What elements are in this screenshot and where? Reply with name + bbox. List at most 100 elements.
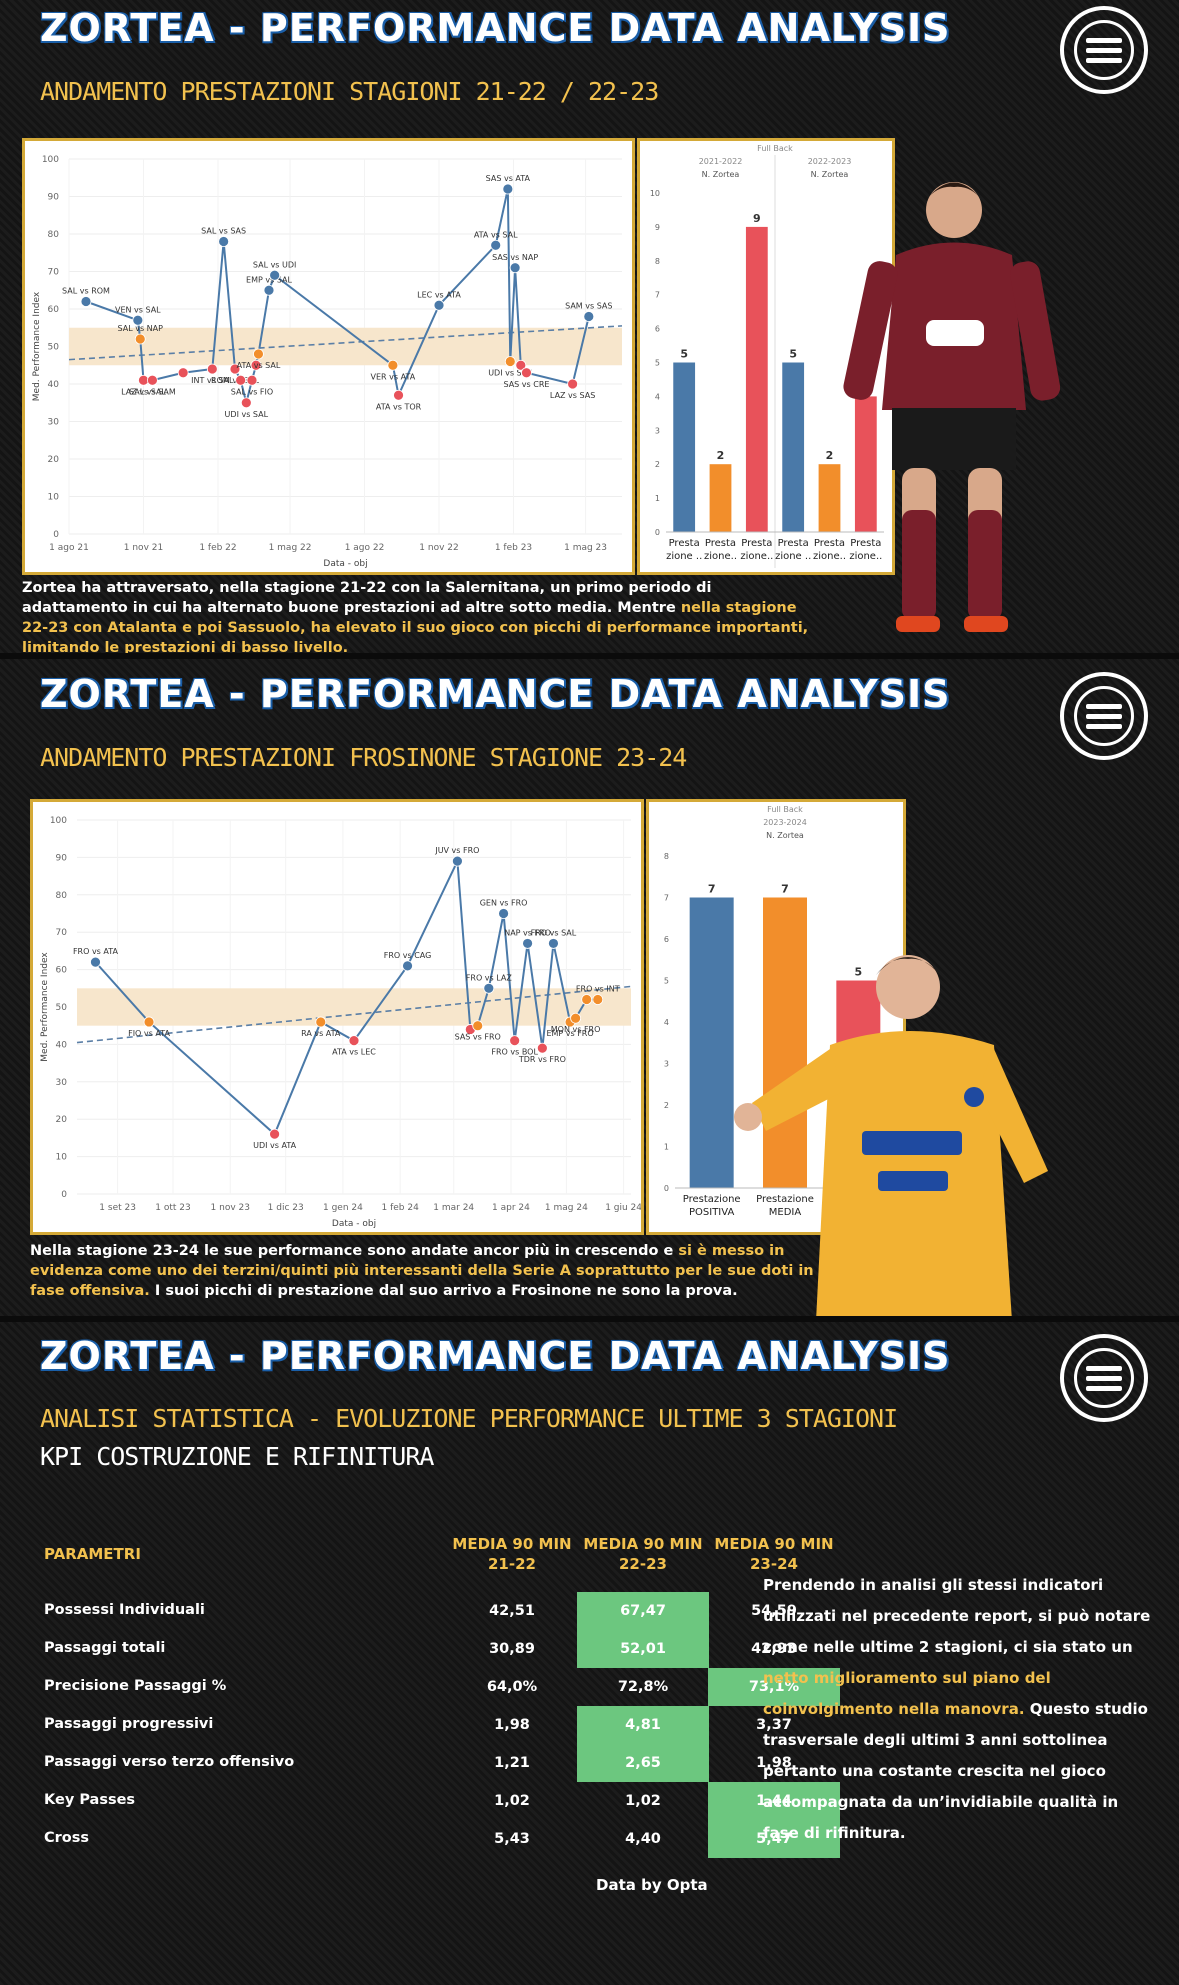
y-tick-label: 8: [655, 257, 660, 266]
category-label: zione..: [740, 551, 773, 562]
data-point[interactable]: [269, 269, 281, 281]
player-photo-frosinone: [734, 955, 1048, 1316]
x-tick-label: 1 nov 22: [419, 543, 458, 553]
point-label: TDR vs FRO: [518, 1055, 566, 1064]
point-label: SAM vs SAS: [565, 302, 612, 311]
data-point[interactable]: [269, 1128, 280, 1140]
data-point[interactable]: [240, 397, 252, 409]
table-row-label: Possessi Individuali: [44, 1602, 205, 1618]
bar-value-label: 5: [680, 348, 688, 361]
bar-chart-header: Full Back: [757, 144, 793, 153]
bar[interactable]: [818, 464, 841, 532]
bar-value-label: 2: [717, 449, 725, 462]
data-point[interactable]: [387, 359, 399, 371]
y-tick-label: 0: [664, 1184, 669, 1193]
y-tick-label: 50: [48, 343, 60, 353]
y-tick-label: 90: [48, 193, 60, 203]
data-point[interactable]: [315, 1016, 327, 1028]
data-point[interactable]: [235, 374, 247, 386]
y-tick-label: 0: [655, 528, 660, 537]
data-point[interactable]: [515, 359, 527, 371]
text-segment: I suoi picchi di prestazione dal suo arr…: [149, 1283, 738, 1299]
data-point[interactable]: [522, 938, 533, 949]
bar[interactable]: [745, 226, 768, 532]
bar-value-label: 7: [708, 883, 716, 896]
data-point[interactable]: [583, 311, 595, 322]
data-point[interactable]: [509, 1035, 521, 1047]
data-point[interactable]: [229, 363, 241, 375]
data-point[interactable]: [246, 374, 258, 386]
data-point[interactable]: [348, 1035, 360, 1047]
bar-value-label: 5: [789, 348, 797, 361]
table-cell: 72,8%: [617, 1679, 669, 1695]
y-tick-label: 10: [650, 189, 660, 198]
performance-bar-chart-21-23: Full Back 0 1 2 3 4 5 6 7 8 9 10 2021-2022 N. Zortea 5…: [650, 144, 884, 568]
data-point[interactable]: [206, 363, 218, 375]
point-label: ATA vs LEC: [332, 1048, 376, 1057]
data-point[interactable]: [536, 1042, 548, 1054]
data-point[interactable]: [483, 982, 495, 994]
panel-subtitle: ANALISI STATISTICA - EVOLUZIONE PERFORMA…: [40, 1404, 898, 1433]
point-label: SAL vs SAS: [201, 227, 246, 236]
y-tick-label: 30: [56, 1078, 68, 1088]
point-label: FRO vs ATA: [73, 947, 119, 956]
category-label: zione ..: [775, 551, 811, 562]
performance-line-chart-21-23: 0 10 20 30 40 50 60 70 80 90 100 1 ago 21 1 nov 21 1 …: [32, 155, 623, 569]
data-point[interactable]: [90, 956, 101, 968]
data-point[interactable]: [504, 356, 516, 367]
data-point[interactable]: [472, 1020, 484, 1032]
x-tick-label: 1 nov 21: [124, 543, 163, 553]
data-point[interactable]: [509, 262, 521, 274]
bar[interactable]: [673, 362, 696, 533]
point-label: ROM vs SAL: [211, 376, 259, 385]
table-cell: 54,59: [751, 1603, 797, 1619]
data-point[interactable]: [567, 378, 579, 390]
data-point[interactable]: [521, 367, 532, 379]
x-tick-label: 1 ago 22: [345, 543, 385, 553]
data-point[interactable]: [393, 389, 404, 401]
y-tick-label: 0: [61, 1190, 67, 1200]
data-point[interactable]: [498, 908, 509, 919]
data-point[interactable]: [134, 333, 146, 345]
y-tick-label: 0: [53, 530, 59, 540]
data-point[interactable]: [143, 1016, 155, 1028]
data-point[interactable]: [132, 314, 144, 326]
y-tick-label: 4: [655, 392, 660, 401]
data-point[interactable]: [177, 367, 189, 379]
data-point[interactable]: [490, 239, 502, 251]
y-tick-label: 10: [48, 493, 60, 503]
category-label: zione ..: [666, 551, 702, 562]
data-point[interactable]: [452, 855, 463, 867]
data-point[interactable]: [402, 960, 413, 972]
bar[interactable]: [782, 362, 805, 533]
data-point[interactable]: [263, 284, 275, 296]
data-point[interactable]: [250, 359, 262, 371]
data-point[interactable]: [570, 1012, 581, 1024]
data-point[interactable]: [592, 994, 604, 1005]
x-tick-label: 1 gen 24: [323, 1203, 363, 1213]
point-label: EMP vs SAL: [246, 275, 292, 284]
bar[interactable]: [689, 897, 734, 1189]
data-point[interactable]: [253, 348, 264, 360]
bar[interactable]: [854, 396, 877, 532]
data-point[interactable]: [138, 374, 149, 386]
data-point[interactable]: [502, 183, 514, 195]
bar[interactable]: [763, 897, 807, 1189]
x-tick-label: 1 mag 23: [564, 543, 607, 553]
data-point[interactable]: [218, 236, 230, 247]
table-cell: 64,0%: [486, 1679, 538, 1695]
data-point[interactable]: [581, 994, 593, 1005]
category-label: Prestazione: [683, 1194, 741, 1205]
data-point[interactable]: [433, 299, 445, 311]
group-season-label: 2022-2023: [808, 157, 852, 166]
data-point[interactable]: [146, 374, 158, 386]
point-label: FRO vs SAL: [531, 928, 577, 937]
data-point[interactable]: [80, 296, 92, 307]
data-point[interactable]: [548, 938, 559, 949]
bar[interactable]: [709, 464, 732, 532]
table-row-label: Passaggi totali: [44, 1640, 166, 1656]
point-label: ATA vs SAL: [474, 230, 518, 239]
x-tick-label: 1 ago 21: [49, 543, 89, 553]
table-row-label: Passaggi verso terzo offensivo: [44, 1754, 295, 1770]
category-label: Presta: [669, 538, 700, 549]
